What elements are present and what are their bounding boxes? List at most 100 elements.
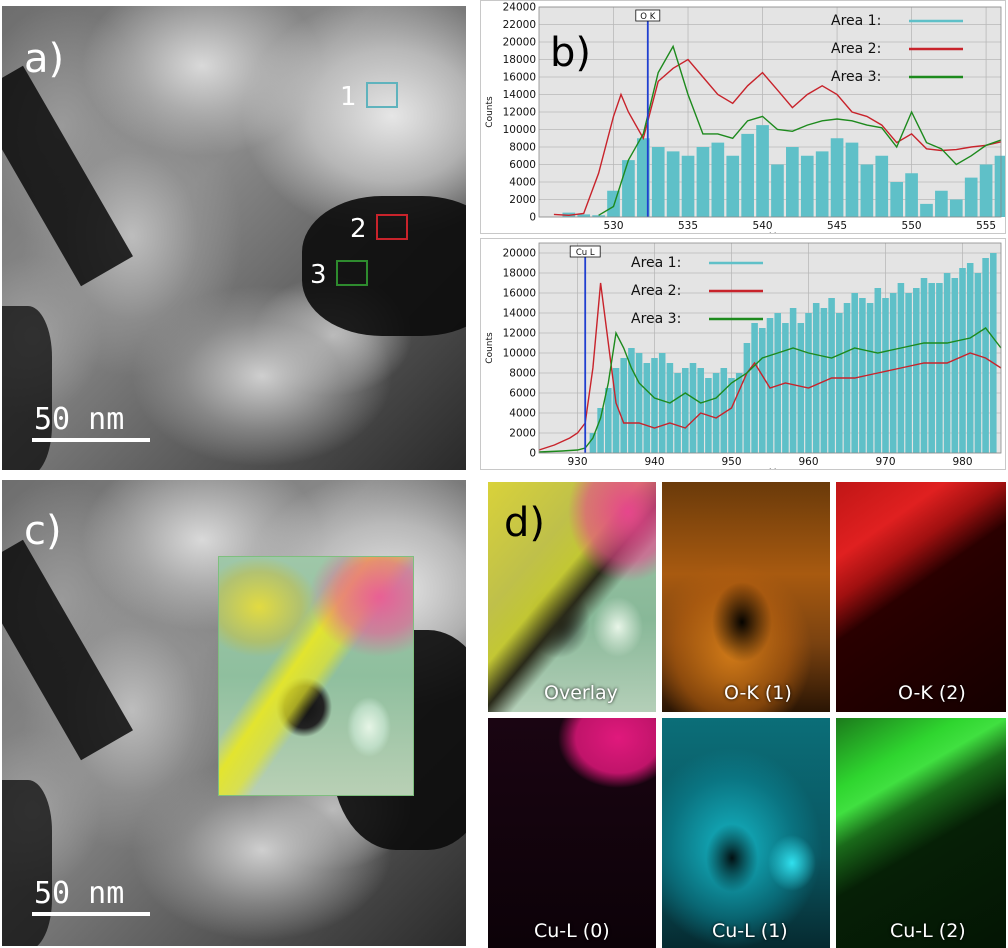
scale-bar-a	[32, 438, 150, 442]
spectrum-bar-0	[797, 323, 805, 453]
map-cu-l-0-label: Cu-L (0)	[534, 920, 610, 942]
spectrum-bar-0	[622, 160, 635, 217]
map-o-k-1-label: O-K (1)	[724, 682, 792, 704]
legend-label: Area 3:	[831, 69, 881, 85]
y-tick-label: 2000	[509, 428, 536, 440]
map-overlay: Overlay	[488, 482, 656, 712]
edge-marker-box	[569, 245, 601, 258]
panel-b-label: b)	[550, 30, 591, 76]
spectrum-bar-0	[951, 278, 959, 453]
spectrum-bar-0	[592, 215, 605, 217]
spectrum-bar-0	[728, 378, 735, 453]
panel-a-label: a)	[24, 36, 65, 82]
spectrum-bar-0	[974, 273, 982, 453]
x-axis-title: eV	[764, 232, 777, 233]
map-o-k-2: O-K (2)	[836, 482, 1006, 712]
y-tick-label: 10000	[503, 348, 536, 360]
y-tick-label: 16000	[503, 72, 536, 84]
spectrum-bar-0	[674, 373, 681, 453]
spectrum-bar-0	[689, 363, 697, 453]
x-axis-title: eV	[764, 468, 777, 469]
spectrum-bar-0	[866, 303, 874, 453]
spectrum-bar-0	[743, 343, 751, 453]
map-cu-l-1: Cu-L (1)	[662, 718, 830, 948]
spectrum-bar-0	[651, 358, 658, 453]
map-o-k-2-label: O-K (2)	[898, 682, 966, 704]
scale-bar-c	[32, 912, 150, 916]
cu-l-spectrum-svg: 0 2000 4000 6000 8000 10000 12000 14000 16000 180…	[485, 242, 1002, 478]
y-axis-title: Counts	[485, 332, 495, 364]
spectrum-bar-0	[875, 155, 889, 217]
spectrum-bar-0	[620, 358, 627, 453]
x-tick-label: 930	[567, 456, 587, 468]
spectrum-bar-0	[681, 155, 695, 217]
spectrum-bar-0	[643, 363, 651, 453]
spectrum-bar-0	[979, 164, 993, 217]
y-tick-label: 18000	[503, 54, 536, 66]
spectrum-bar-0	[949, 199, 963, 217]
y-tick-label: 6000	[509, 159, 536, 171]
y-tick-label: 4000	[509, 408, 536, 420]
spectrum-bar-0	[920, 278, 928, 453]
panel-c-label: c)	[24, 508, 62, 554]
y-tick-label: 2000	[509, 194, 536, 206]
scale-bar-label-c: 50 nm	[34, 876, 125, 911]
spectrum-bar-0	[936, 283, 943, 453]
spectrum-bar-0	[990, 253, 997, 453]
spectrum-bar-0	[836, 313, 843, 453]
x-tick-label: 960	[798, 456, 818, 468]
x-tick-label: 535	[678, 220, 698, 232]
y-tick-label: 20000	[503, 248, 536, 260]
panel-d-elemental-maps: Overlay O-K (1) O-K (2) Cu-L (0) Cu-L (1…	[486, 480, 1008, 948]
spectrum-bar-0	[800, 155, 814, 217]
spectrum-bar-0	[890, 182, 904, 217]
spectrum-bar-0	[913, 288, 920, 453]
elemental-overlay-map	[218, 556, 414, 796]
spectrum-line-1	[538, 282, 1002, 451]
spectrum-bar-0	[636, 138, 650, 217]
spectrum-bar-0	[712, 373, 720, 453]
legend-label: Area 1:	[831, 13, 881, 29]
panel-b-spectra: 0 2000 4000 6000 8000 10000 12000 14000 16000 180…	[478, 0, 1008, 478]
o-k-spectrum-svg: 0 2000 4000 6000 8000 10000 12000 14000 16000 180…	[485, 2, 1008, 242]
spectrum-bar-0	[605, 388, 612, 453]
x-tick-label: 555	[976, 220, 996, 232]
spectrum-bar-0	[635, 353, 643, 453]
spectrum-bar-0	[786, 147, 799, 217]
edge-marker-label: O K	[640, 12, 655, 22]
y-tick-label: 0	[529, 448, 536, 460]
spectrum-bar-0	[860, 164, 874, 217]
plot-frame	[538, 6, 1002, 218]
panel-a-stem-image: a) 1 2 3 50 nm	[2, 6, 466, 470]
x-tick-label: 970	[875, 456, 895, 468]
spectrum-bar-0	[966, 263, 974, 453]
map-cu-l-0: Cu-L (0)	[488, 718, 656, 948]
spectrum-bar-0	[874, 288, 882, 453]
spectrum-bar-0	[851, 293, 858, 453]
vacuum-region	[2, 65, 133, 287]
y-tick-label: 22000	[503, 19, 536, 31]
vacuum-region-left	[2, 306, 52, 470]
spectrum-bar-0	[612, 368, 620, 453]
y-tick-label: 20000	[503, 37, 536, 49]
spectrum-bar-0	[994, 155, 1008, 217]
o-k-spectrum-chart: 0 2000 4000 6000 8000 10000 12000 14000 16000 180…	[480, 0, 1008, 242]
roi-2-box	[376, 214, 408, 240]
spectrum-bar-0	[815, 151, 829, 217]
spectrum-bar-0	[830, 138, 844, 217]
y-axis-title: Counts	[485, 96, 495, 128]
spectrum-line-2	[538, 327, 1002, 453]
spectrum-bar-0	[759, 328, 766, 453]
spectrum-bar-0	[789, 308, 797, 453]
spectrum-bar-0	[920, 203, 933, 217]
spectrum-bar-0	[697, 368, 704, 453]
map-cu-l-1-label: Cu-L (1)	[712, 920, 788, 942]
x-tick-label: 540	[753, 220, 773, 232]
spectrum-bar-0	[982, 258, 989, 453]
spectrum-bar-0	[859, 298, 866, 453]
spectrum-bar-0	[812, 303, 820, 453]
spectrum-bar-0	[658, 353, 666, 453]
x-tick-label: 550	[902, 220, 922, 232]
spectrum-bar-0	[682, 368, 689, 453]
spectrum-bar-0	[766, 318, 774, 453]
